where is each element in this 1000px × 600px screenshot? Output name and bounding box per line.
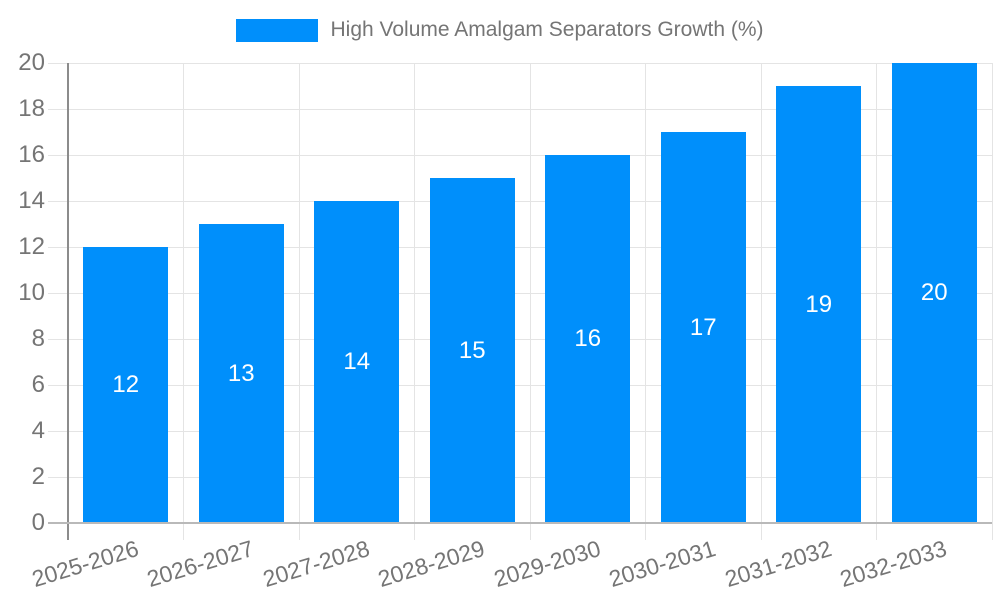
bar[interactable] [198, 224, 284, 523]
legend-swatch [236, 18, 319, 42]
legend-item[interactable]: High Volume Amalgam Separators Growth (%… [0, 18, 1000, 42]
x-axis-label-text: 2032-2033 [837, 535, 950, 593]
y-axis-label: 6 [31, 371, 45, 398]
y-axis-label: 2 [31, 463, 45, 490]
y-axis-label: 14 [18, 187, 45, 214]
h-gridline [48, 476, 992, 478]
bar-value-label: 15 [458, 336, 486, 364]
y-axis-label: 16 [18, 141, 45, 168]
v-gridline [298, 63, 300, 540]
v-gridline [183, 63, 184, 540]
y-axis-label: 12 [18, 233, 45, 260]
y-axis-label: 4 [31, 417, 45, 444]
y-axis-label: 18 [18, 95, 45, 122]
bar[interactable] [891, 63, 977, 523]
bar-value-label: 14 [343, 348, 371, 375]
v-gridline [991, 63, 993, 540]
x-axis-line [48, 522, 992, 524]
bar[interactable] [545, 155, 631, 523]
bar[interactable] [776, 86, 862, 523]
h-gridline [48, 108, 992, 110]
x-axis-label-text: 2028-2029 [375, 535, 488, 593]
x-axis-label-text: 2029-2030 [490, 535, 604, 593]
x-axis-label-text: 2027-2028 [259, 535, 373, 593]
bar-value-label: 16 [574, 325, 602, 352]
legend-label: High Volume Amalgam Separators Growth (%… [330, 18, 764, 41]
h-gridline [48, 246, 992, 248]
h-gridline [48, 338, 992, 340]
y-axis-label: 10 [18, 279, 45, 306]
bar[interactable] [660, 132, 746, 523]
bar[interactable] [429, 178, 515, 523]
bar[interactable] [314, 201, 400, 523]
bar-value-label: 20 [920, 279, 948, 306]
y-axis-label: 20 [18, 49, 45, 76]
y-axis-line [67, 63, 69, 540]
h-gridline [48, 384, 992, 386]
bar-value-label: 19 [805, 290, 833, 318]
bar[interactable] [83, 247, 169, 523]
y-axis-label: 8 [31, 325, 45, 352]
x-axis-label-text: 2031-2032 [721, 535, 835, 593]
h-gridline [48, 292, 992, 294]
h-gridline [48, 62, 992, 64]
bar-value-label: 12 [112, 371, 140, 398]
x-axis-label-text: 2030-2031 [606, 535, 719, 593]
v-gridline [645, 63, 646, 540]
h-gridline [48, 430, 992, 432]
v-gridline [529, 63, 531, 540]
x-axis-label-text: 2025-2026 [28, 535, 142, 593]
v-gridline [760, 63, 762, 540]
bar-value-label: 17 [689, 313, 717, 341]
y-axis-label: 0 [31, 509, 45, 536]
h-gridline [48, 154, 992, 156]
h-gridline [48, 200, 992, 202]
v-gridline [876, 63, 877, 540]
x-axis-label-text: 2026-2027 [144, 535, 257, 593]
bar-value-label: 13 [227, 359, 255, 387]
v-gridline [414, 63, 415, 540]
